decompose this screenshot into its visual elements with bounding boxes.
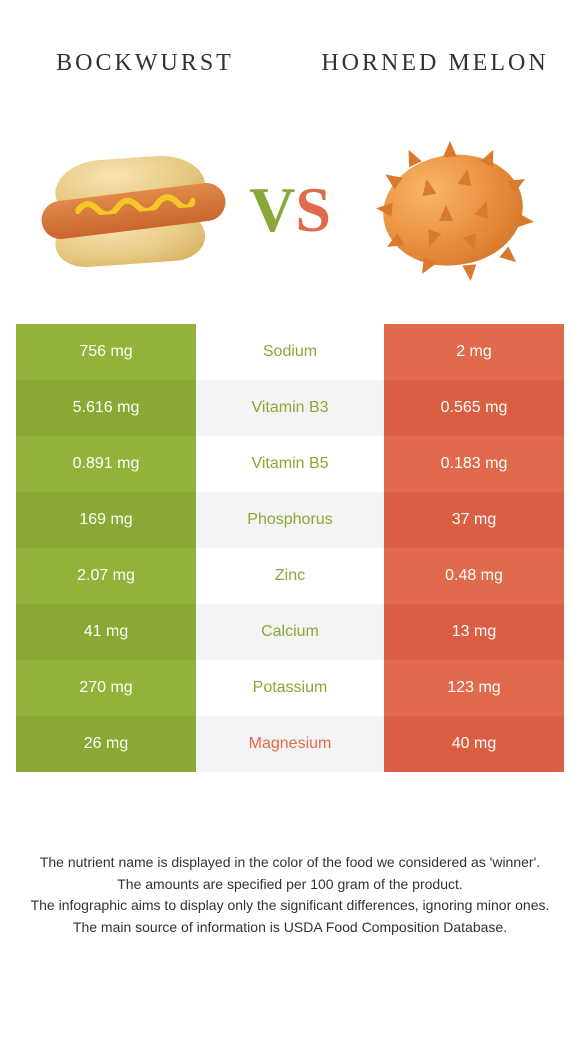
nutrient-name: Vitamin B5 (196, 436, 384, 492)
nutrient-name: Phosphorus (196, 492, 384, 548)
footer-line-1: The nutrient name is displayed in the co… (20, 852, 560, 874)
footer-line-2: The amounts are specified per 100 gram o… (20, 874, 560, 896)
nutrient-table: 756 mgSodium2 mg5.616 mgVitamin B30.565 … (16, 324, 564, 772)
horned-melon-image (360, 140, 540, 280)
nutrient-name: Zinc (196, 548, 384, 604)
left-value: 2.07 mg (16, 548, 196, 604)
left-value: 756 mg (16, 324, 196, 380)
left-value: 41 mg (16, 604, 196, 660)
left-value: 270 mg (16, 660, 196, 716)
right-value: 0.183 mg (384, 436, 564, 492)
table-row: 26 mgMagnesium40 mg (16, 716, 564, 772)
vs-s: S (295, 174, 331, 245)
left-value: 169 mg (16, 492, 196, 548)
title-row: BOCKWURST HORNED MELON (0, 24, 580, 104)
nutrient-name: Calcium (196, 604, 384, 660)
footer-notes: The nutrient name is displayed in the co… (20, 852, 560, 939)
bockwurst-image (40, 140, 220, 280)
table-row: 169 mgPhosphorus37 mg (16, 492, 564, 548)
right-value: 123 mg (384, 660, 564, 716)
table-row: 5.616 mgVitamin B30.565 mg (16, 380, 564, 436)
infographic: BOCKWURST HORNED MELON VS 756 mgSodium2 … (0, 0, 580, 939)
table-row: 0.891 mgVitamin B50.183 mg (16, 436, 564, 492)
right-value: 0.565 mg (384, 380, 564, 436)
nutrient-name: Vitamin B3 (196, 380, 384, 436)
hero-row: VS (0, 104, 580, 324)
vs-label: VS (249, 173, 331, 247)
footer-line-4: The main source of information is USDA F… (20, 917, 560, 939)
right-value: 0.48 mg (384, 548, 564, 604)
table-row: 270 mgPotassium123 mg (16, 660, 564, 716)
footer-line-3: The infographic aims to display only the… (20, 895, 560, 917)
left-value: 5.616 mg (16, 380, 196, 436)
table-row: 2.07 mgZinc0.48 mg (16, 548, 564, 604)
table-row: 756 mgSodium2 mg (16, 324, 564, 380)
nutrient-name: Sodium (196, 324, 384, 380)
left-value: 0.891 mg (16, 436, 196, 492)
table-row: 41 mgCalcium13 mg (16, 604, 564, 660)
nutrient-name: Magnesium (196, 716, 384, 772)
right-value: 40 mg (384, 716, 564, 772)
right-title: HORNED MELON (305, 50, 565, 78)
vs-v: V (249, 174, 295, 245)
left-value: 26 mg (16, 716, 196, 772)
left-title: BOCKWURST (15, 50, 275, 78)
right-value: 37 mg (384, 492, 564, 548)
right-value: 2 mg (384, 324, 564, 380)
right-value: 13 mg (384, 604, 564, 660)
nutrient-name: Potassium (196, 660, 384, 716)
